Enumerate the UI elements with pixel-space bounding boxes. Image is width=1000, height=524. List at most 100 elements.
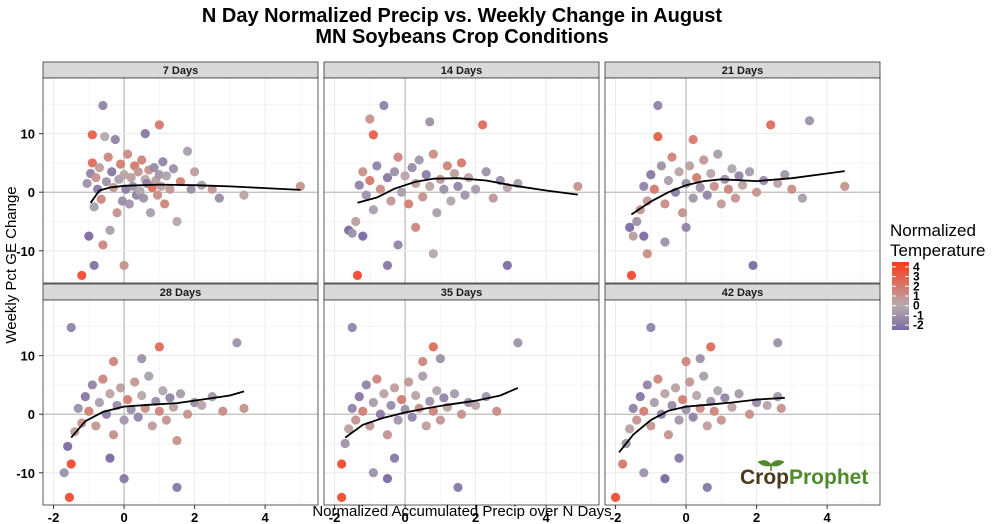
data-point xyxy=(797,193,808,203)
data-point xyxy=(632,415,642,425)
y-tick-label: 10 xyxy=(21,349,35,364)
data-point xyxy=(492,406,502,416)
smooth-line xyxy=(630,170,845,216)
data-point xyxy=(119,415,129,425)
data-point xyxy=(156,181,166,191)
data-point xyxy=(404,199,414,209)
data-point xyxy=(449,168,460,179)
data-point xyxy=(165,393,175,403)
data-point xyxy=(674,415,684,425)
data-point xyxy=(107,167,117,177)
data-point xyxy=(375,409,386,419)
data-point xyxy=(730,193,741,203)
data-point xyxy=(117,196,127,206)
data-point xyxy=(460,190,470,200)
legend-title-line2: Temperature xyxy=(890,241,985,260)
data-point xyxy=(642,380,652,390)
data-point xyxy=(161,171,171,181)
data-point xyxy=(453,181,463,191)
data-point xyxy=(172,435,182,446)
data-point xyxy=(347,403,357,413)
data-point xyxy=(64,492,75,502)
data-point xyxy=(84,406,94,416)
data-point xyxy=(449,389,460,399)
x-tick-label: 4 xyxy=(823,510,831,524)
data-point xyxy=(337,459,347,469)
data-point xyxy=(463,172,474,183)
smooth-line xyxy=(89,183,301,204)
data-point xyxy=(734,171,744,181)
data-point xyxy=(93,184,103,194)
data-point xyxy=(168,164,179,174)
data-point xyxy=(639,468,649,478)
data-point xyxy=(639,406,649,416)
data-point xyxy=(149,163,159,173)
data-point xyxy=(87,130,97,140)
facet-panel: 42 Days -2 0 2 4 xyxy=(604,283,881,524)
data-point xyxy=(133,412,143,422)
x-tick-label: 0 xyxy=(682,510,689,524)
data-point xyxy=(393,240,403,250)
data-point xyxy=(688,134,698,145)
data-point xyxy=(752,187,762,197)
data-point xyxy=(435,415,445,425)
data-point xyxy=(175,389,186,399)
data-point xyxy=(439,184,449,194)
data-point xyxy=(105,225,115,235)
data-point xyxy=(720,393,730,403)
data-point xyxy=(386,400,396,411)
data-point xyxy=(709,181,719,191)
data-point xyxy=(368,205,378,215)
panel-border xyxy=(42,77,319,284)
logo-text-prophet: Prophet xyxy=(789,466,868,489)
data-point xyxy=(137,390,147,401)
data-point xyxy=(365,175,375,186)
data-point xyxy=(734,389,744,399)
data-point xyxy=(646,322,656,333)
panel-border xyxy=(42,299,319,506)
data-point xyxy=(119,260,129,271)
facet-panels: 7 Days -10 0 10 14 Days 21 Days 28 Days -10 0 10 -… xyxy=(16,61,881,524)
panel-border xyxy=(323,299,600,506)
data-point xyxy=(351,415,361,425)
data-point xyxy=(674,453,684,463)
data-point xyxy=(744,167,755,177)
data-point xyxy=(766,120,776,130)
data-point xyxy=(660,237,670,247)
data-point xyxy=(344,424,354,434)
data-point xyxy=(358,167,368,177)
data-point xyxy=(147,421,157,431)
y-axis-label: Weekly Pct GE Change xyxy=(3,186,20,343)
data-point xyxy=(386,196,396,206)
data-point xyxy=(787,184,797,194)
data-point xyxy=(154,342,164,352)
data-point xyxy=(91,172,101,183)
facet-panel: 21 Days xyxy=(604,61,881,284)
legend-tick-label: -1 xyxy=(913,308,924,322)
data-point xyxy=(340,438,350,449)
data-point xyxy=(98,100,108,111)
data-point xyxy=(372,374,382,384)
data-point xyxy=(628,231,638,241)
data-point xyxy=(295,181,305,191)
facet-strip-label: 28 Days xyxy=(160,287,202,299)
data-point xyxy=(126,404,136,415)
data-point xyxy=(709,406,719,416)
data-point xyxy=(368,468,378,478)
data-point xyxy=(748,260,758,271)
data-point xyxy=(337,492,347,502)
data-point xyxy=(98,240,108,250)
data-point xyxy=(421,421,431,431)
data-point xyxy=(414,155,424,165)
data-point xyxy=(667,400,677,411)
data-point xyxy=(214,193,224,203)
data-point xyxy=(699,371,709,381)
data-point xyxy=(100,131,110,142)
data-point xyxy=(502,260,512,271)
data-point xyxy=(411,222,421,232)
data-point xyxy=(368,397,378,408)
data-point xyxy=(135,186,145,196)
data-point xyxy=(382,172,393,183)
data-point xyxy=(695,182,705,193)
